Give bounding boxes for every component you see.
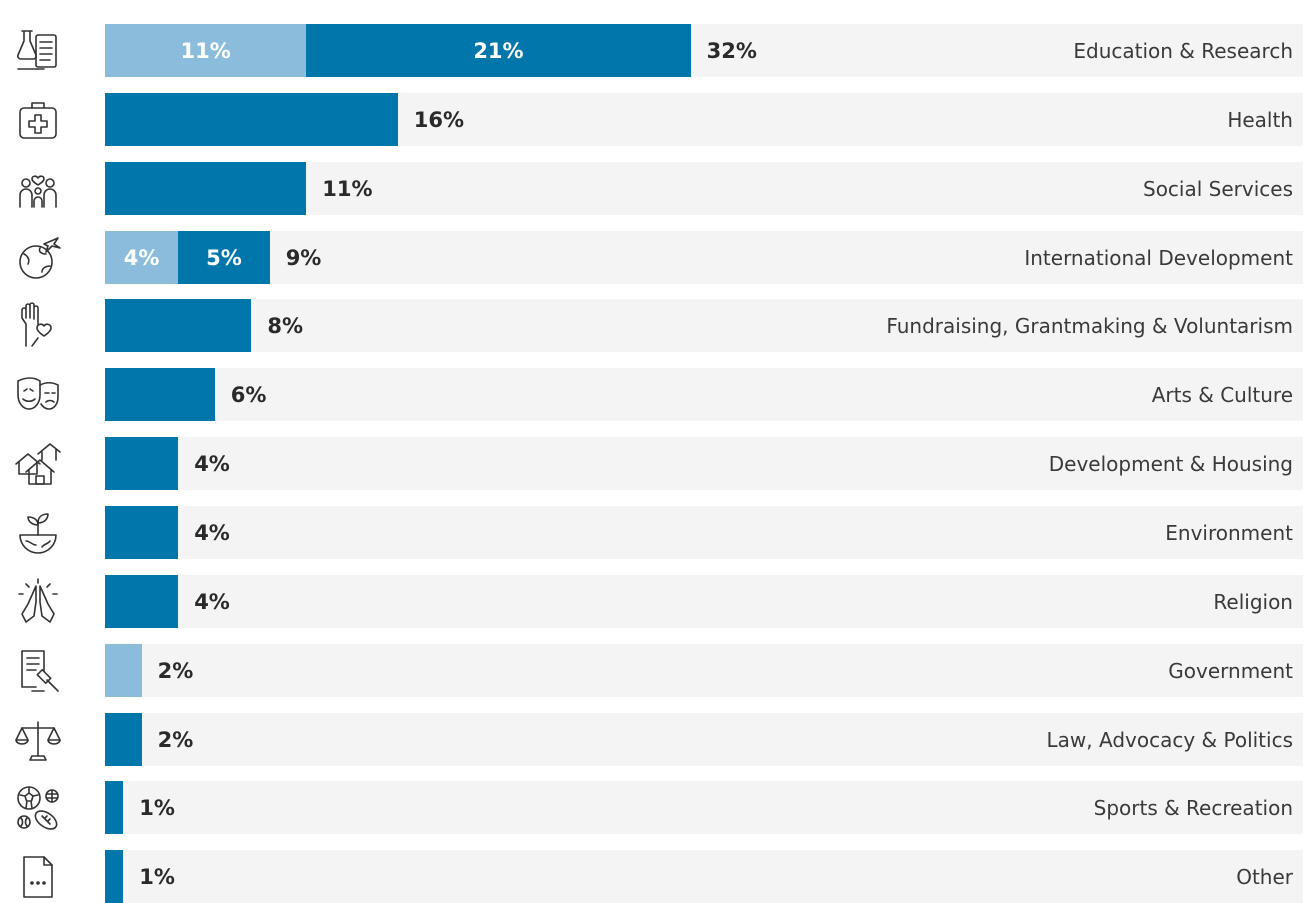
category-label: Education & Research: [1073, 38, 1293, 63]
segment-value-label: 5%: [206, 245, 242, 270]
bar-total-label: 16%: [413, 107, 465, 132]
chart-row: 8% Fundraising, Grantmaking & Voluntarism: [0, 299, 1313, 352]
chart-row: 4% Development & Housing: [0, 437, 1313, 490]
bar-segment: [105, 713, 142, 766]
ellipsis-document-icon: [8, 850, 68, 903]
bar-total-label: 1%: [139, 795, 175, 820]
family-heart-icon: [8, 162, 68, 215]
chart-row: 2% Government: [0, 644, 1313, 697]
bar-track: 11% 21% 32% Education & Research: [105, 24, 1303, 77]
bar-total-label: 4%: [194, 520, 230, 545]
chart-row: 4% Environment: [0, 506, 1313, 559]
bar-track: 4% 5% 9% International Development: [105, 231, 1303, 284]
category-label: Other: [1236, 864, 1293, 889]
category-label: Fundraising, Grantmaking & Voluntarism: [886, 313, 1293, 338]
lab-flask-clipboard-icon: [8, 24, 68, 77]
bar-segment: 5%: [178, 231, 270, 284]
chart-row: 1% Other: [0, 850, 1313, 903]
sports-balls-icon: [8, 781, 68, 834]
houses-icon: [8, 437, 68, 490]
chart-row: 11% 21% 32% Education & Research: [0, 24, 1313, 77]
bar-total-label: 8%: [267, 313, 304, 338]
bar-total-label: 2%: [157, 658, 194, 683]
chart-row: 4% Religion: [0, 575, 1313, 628]
bar-total-label: 9%: [285, 245, 322, 270]
praying-hands-icon: [8, 575, 68, 628]
chart-row: 1% Sports & Recreation: [0, 781, 1313, 834]
bar-track: 4% Development & Housing: [105, 437, 1303, 490]
bar-total-label: 6%: [230, 382, 267, 407]
globe-airplane-icon: [8, 231, 68, 284]
bar-segment: [105, 575, 179, 628]
category-label: Arts & Culture: [1151, 382, 1293, 407]
bar-track: 4% Environment: [105, 506, 1303, 559]
bar-track: 11% Social Services: [105, 162, 1303, 215]
bar-segment: 11%: [105, 24, 307, 77]
bar-track: 1% Other: [105, 850, 1303, 903]
document-gavel-icon: [8, 644, 68, 697]
category-label: Sports & Recreation: [1093, 795, 1293, 820]
bar-segment: [105, 850, 124, 903]
bar-segment: [105, 162, 307, 215]
category-label: Law, Advocacy & Politics: [1046, 727, 1293, 752]
bar-track: 4% Religion: [105, 575, 1303, 628]
bar-total-label: 32%: [706, 38, 757, 63]
bar-track: 1% Sports & Recreation: [105, 781, 1303, 834]
bar-total-label: 4%: [194, 451, 230, 476]
category-label: Health: [1227, 107, 1293, 132]
bar-segment: 21%: [306, 24, 691, 77]
segment-value-label: 4%: [123, 245, 160, 270]
bar-total-label: 11%: [322, 176, 373, 201]
bar-track: 8% Fundraising, Grantmaking & Voluntarism: [105, 299, 1303, 352]
category-label: Social Services: [1143, 176, 1293, 201]
bar-segment: [105, 781, 124, 834]
raised-hand-heart-icon: [8, 299, 68, 352]
category-label: Environment: [1165, 520, 1293, 545]
bar-segment: [105, 299, 252, 352]
bar-segment: [105, 437, 179, 490]
category-label: Religion: [1213, 589, 1293, 614]
chart-row: 16% Health: [0, 93, 1313, 146]
bar-track: 2% Government: [105, 644, 1303, 697]
bar-total-label: 1%: [139, 864, 175, 889]
chart-row: 4% 5% 9% International Development: [0, 231, 1313, 284]
first-aid-kit-icon: [8, 93, 68, 146]
chart-row: 2% Law, Advocacy & Politics: [0, 713, 1313, 766]
bar-track: 16% Health: [105, 93, 1303, 146]
bar-segment: [105, 93, 398, 146]
category-label: Development & Housing: [1048, 451, 1293, 476]
segment-value-label: 11%: [180, 38, 231, 63]
bar-track: 2% Law, Advocacy & Politics: [105, 713, 1303, 766]
category-label: International Development: [1024, 245, 1293, 270]
bar-segment: [105, 368, 215, 421]
segment-value-label: 21%: [473, 38, 524, 63]
bar-total-label: 4%: [194, 589, 230, 614]
bar-track: 6% Arts & Culture: [105, 368, 1303, 421]
bar-total-label: 2%: [157, 727, 194, 752]
scales-of-justice-icon: [8, 713, 68, 766]
theater-masks-icon: [8, 368, 68, 421]
chart-row: 6% Arts & Culture: [0, 368, 1313, 421]
chart-row: 11% Social Services: [0, 162, 1313, 215]
plant-globe-icon: [8, 506, 68, 559]
bar-segment: [105, 506, 179, 559]
bar-segment: 4%: [105, 231, 179, 284]
bar-segment: [105, 644, 142, 697]
category-label: Government: [1168, 658, 1293, 683]
